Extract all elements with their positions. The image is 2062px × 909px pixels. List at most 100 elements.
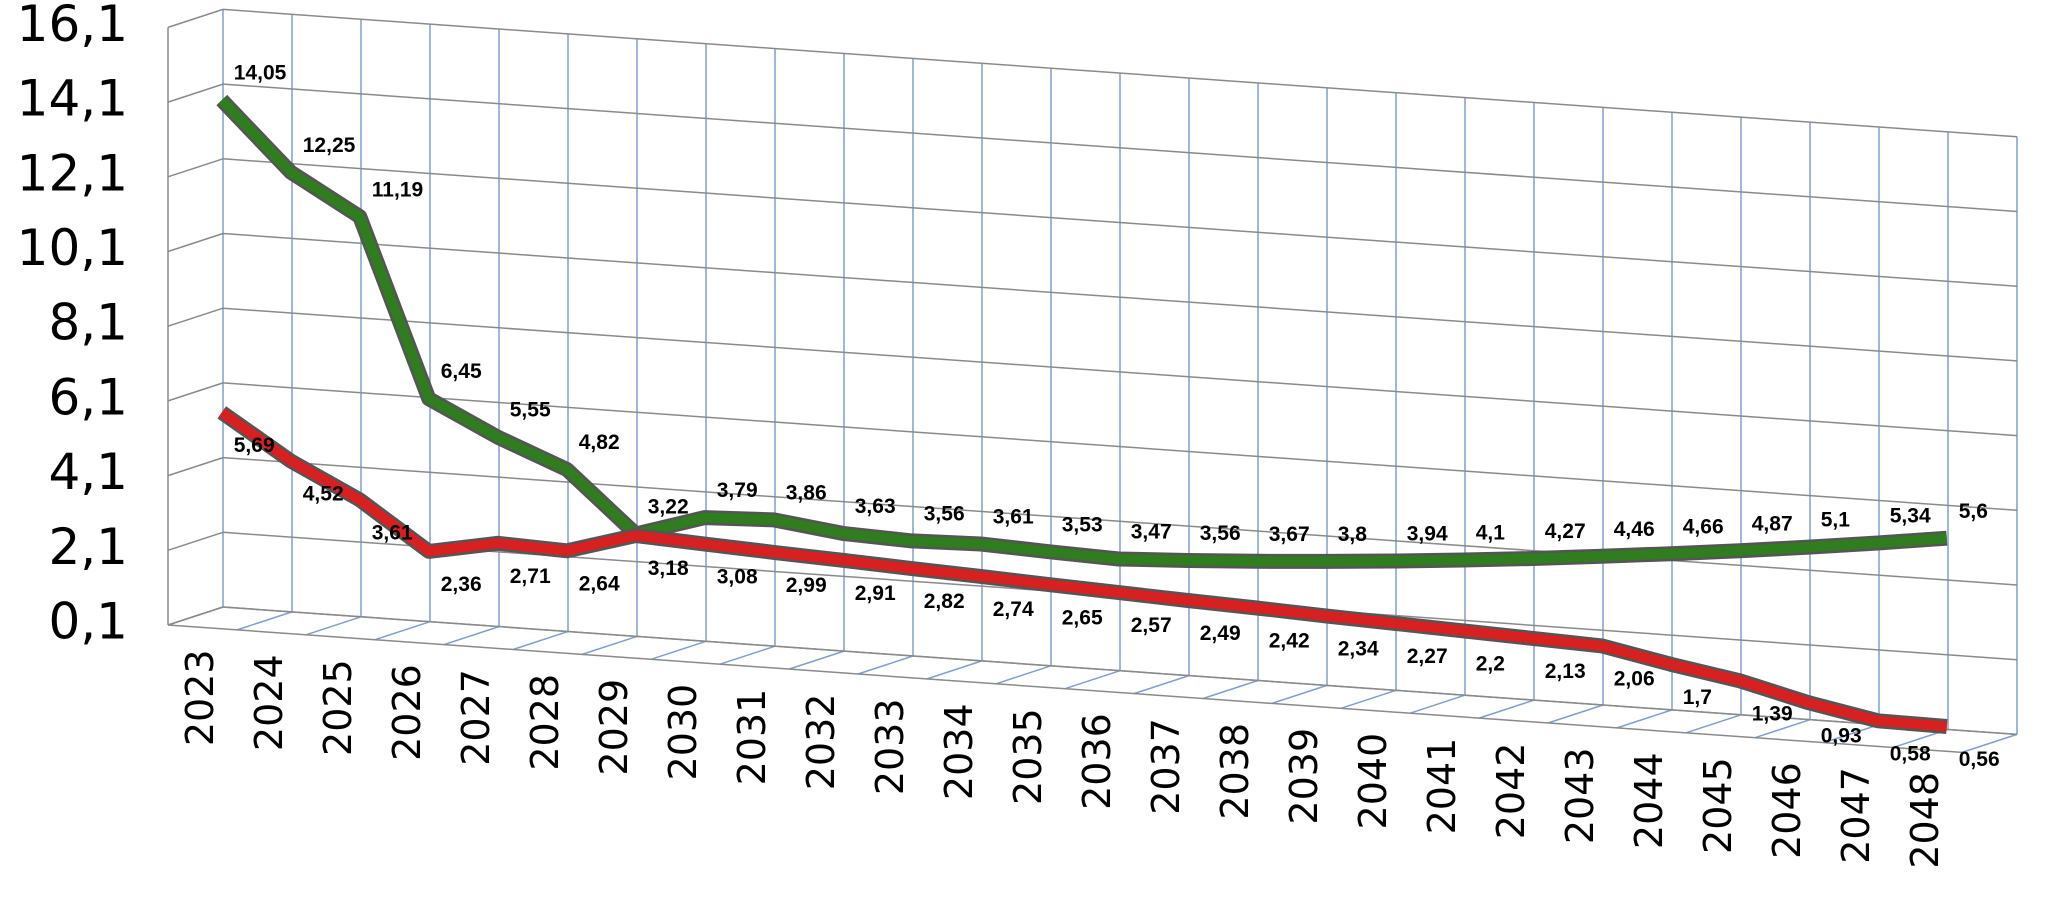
floor-grid-line (1202, 679, 1259, 700)
data-label: 1,39 (1752, 702, 1793, 725)
floor-grid-line (650, 640, 707, 661)
x-tick-label: 2030 (661, 684, 705, 781)
data-label: 3,53 (1062, 513, 1103, 536)
data-label: 4,82 (579, 431, 620, 454)
data-label: 3,61 (372, 521, 413, 544)
floor-front-edge (167, 624, 1963, 754)
data-label: 3,61 (993, 505, 1034, 528)
data-label: 2,2 (1476, 652, 1505, 675)
x-tick-label: 2023 (178, 649, 222, 746)
x-tick-label: 2033 (868, 698, 912, 795)
y-tick-label: 10,1 (17, 219, 128, 277)
x-tick-label: 2046 (1765, 762, 1809, 859)
x-tick-label: 2026 (385, 664, 429, 761)
grid-line (222, 307, 2018, 437)
x-tick-label: 2032 (799, 694, 843, 791)
floor-grid-line (1616, 709, 1673, 729)
data-label: 3,56 (1200, 522, 1241, 545)
data-label: 3,47 (1131, 521, 1172, 544)
grid-line (222, 382, 2018, 512)
x-tick-label: 2040 (1351, 733, 1395, 830)
data-label: 2,65 (1062, 606, 1103, 629)
floor-grid-line (788, 650, 845, 670)
grid-line (222, 232, 2018, 362)
data-label: 11,19 (372, 178, 423, 201)
x-tick-label: 2025 (316, 659, 360, 756)
data-label: 3,63 (855, 495, 896, 518)
x-tick-label: 2045 (1696, 757, 1740, 854)
grid-line (167, 456, 224, 477)
data-label: 6,45 (441, 360, 482, 383)
data-label: 3,56 (924, 502, 965, 525)
data-label: 2,13 (1545, 660, 1586, 683)
x-tick-label: 2035 (1006, 708, 1050, 805)
data-label: 4,27 (1545, 520, 1586, 543)
floor-back-edge (222, 606, 2018, 736)
x-tick-label: 2034 (937, 703, 981, 800)
data-label: 2,06 (1614, 667, 1655, 690)
floor-grid-line (581, 635, 638, 656)
data-label: 0,58 (1890, 742, 1931, 765)
data-label: 2,57 (1131, 614, 1172, 637)
floor-grid-line (374, 620, 431, 641)
floor-grid-line (995, 665, 1052, 685)
data-label: 12,25 (303, 134, 356, 157)
y-tick-label: 12,1 (17, 144, 128, 202)
series-line (218, 96, 1948, 567)
grid-line (222, 456, 2018, 586)
x-tick-label: 2029 (592, 679, 636, 776)
data-label: 2,34 (1338, 637, 1379, 660)
data-label: 2,27 (1407, 645, 1448, 668)
data-label: 2,36 (441, 573, 482, 596)
floor-grid-line (719, 645, 776, 665)
floor-grid-line (236, 611, 293, 631)
data-label: 3,22 (648, 496, 689, 519)
floor-grid-line (857, 655, 914, 675)
data-label: 1,7 (1683, 686, 1712, 709)
floor-grid-line (1754, 718, 1811, 739)
data-label: 14,05 (234, 62, 287, 85)
y-tick-label: 16,1 (17, 0, 128, 53)
x-tick-label: 2042 (1489, 743, 1533, 840)
grid-line (167, 307, 224, 327)
data-label: 2,91 (855, 582, 896, 605)
data-label: 2,42 (1269, 630, 1310, 653)
grid-line (167, 8, 224, 29)
x-tick-label: 2036 (1075, 713, 1119, 810)
grid-line (167, 232, 224, 253)
floor-grid-line (1547, 704, 1604, 724)
data-label: 2,71 (510, 565, 551, 588)
x-tick-label: 2041 (1420, 738, 1464, 835)
x-tick-label: 2039 (1282, 728, 1326, 825)
data-label: 3,86 (786, 481, 827, 504)
grid-line (222, 83, 2018, 213)
data-label: 2,64 (579, 572, 620, 595)
data-label: 3,18 (648, 557, 689, 580)
floor-grid-line (443, 625, 500, 646)
floor-grid-line (1064, 669, 1121, 690)
series-line (218, 408, 1948, 732)
data-label: 5,6 (1959, 500, 1988, 523)
grid-line (167, 83, 224, 103)
grid-line (167, 531, 224, 552)
y-tick-label: 8,1 (48, 294, 128, 352)
data-label: 4,1 (1476, 521, 1506, 544)
x-tick-label: 2027 (454, 669, 498, 766)
x-tick-label: 2043 (1558, 747, 1602, 844)
x-tick-label: 2028 (523, 674, 567, 771)
data-label: 5,55 (510, 399, 551, 422)
floor-grid-line (1133, 674, 1190, 695)
series-line-edge (216, 94, 1948, 569)
floor-grid-line (1340, 689, 1397, 710)
data-label: 2,82 (924, 590, 965, 613)
floor-grid-line (1823, 723, 1880, 744)
x-tick-label: 2047 (1834, 767, 1878, 864)
floor-grid-line (1478, 699, 1535, 719)
y-tick-label: 2,1 (48, 518, 128, 576)
floor-grid-line (1685, 714, 1742, 734)
floor-grid-line (512, 630, 569, 651)
data-label: 4,87 (1752, 512, 1793, 535)
data-label: 5,1 (1821, 509, 1851, 532)
grid-line (222, 158, 2018, 287)
data-label: 3,08 (717, 566, 758, 589)
